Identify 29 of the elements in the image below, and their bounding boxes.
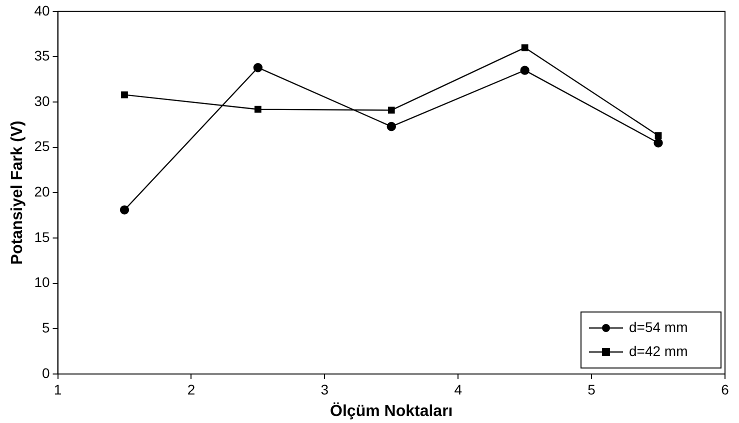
- x-tick-label: 1: [54, 381, 62, 398]
- y-tick-label: 30: [34, 92, 50, 109]
- x-tick-label: 6: [721, 381, 730, 398]
- point: [654, 132, 662, 140]
- x-axis-title: Ölçüm Noktaları: [330, 402, 453, 420]
- point: [521, 44, 528, 52]
- point: [520, 66, 530, 75]
- y-tick-label: 40: [34, 2, 50, 18]
- point: [121, 91, 128, 98]
- x-tick-label: 2: [187, 381, 196, 398]
- x-tick-label: 5: [588, 381, 596, 398]
- point: [654, 138, 663, 148]
- y-tick-label: 10: [34, 274, 50, 290]
- y-tick-label: 0: [42, 364, 50, 381]
- x-tick-label: 3: [320, 381, 329, 398]
- point: [386, 122, 396, 132]
- point: [254, 106, 262, 113]
- y-tick-label: 35: [34, 48, 50, 64]
- legend-label: d=54 mm: [629, 318, 688, 335]
- y-tick-label: 20: [34, 184, 50, 200]
- y-tick-label: 5: [42, 320, 50, 336]
- y-axis-title: Potansiyel Fark (V): [9, 120, 26, 265]
- point: [253, 63, 263, 72]
- point: [120, 205, 130, 215]
- point: [388, 106, 395, 114]
- x-tick-label: 4: [454, 381, 462, 398]
- legend-label: d=42 mm: [629, 342, 688, 359]
- y-tick-label: 25: [34, 138, 50, 154]
- y-tick-label: 15: [34, 228, 50, 245]
